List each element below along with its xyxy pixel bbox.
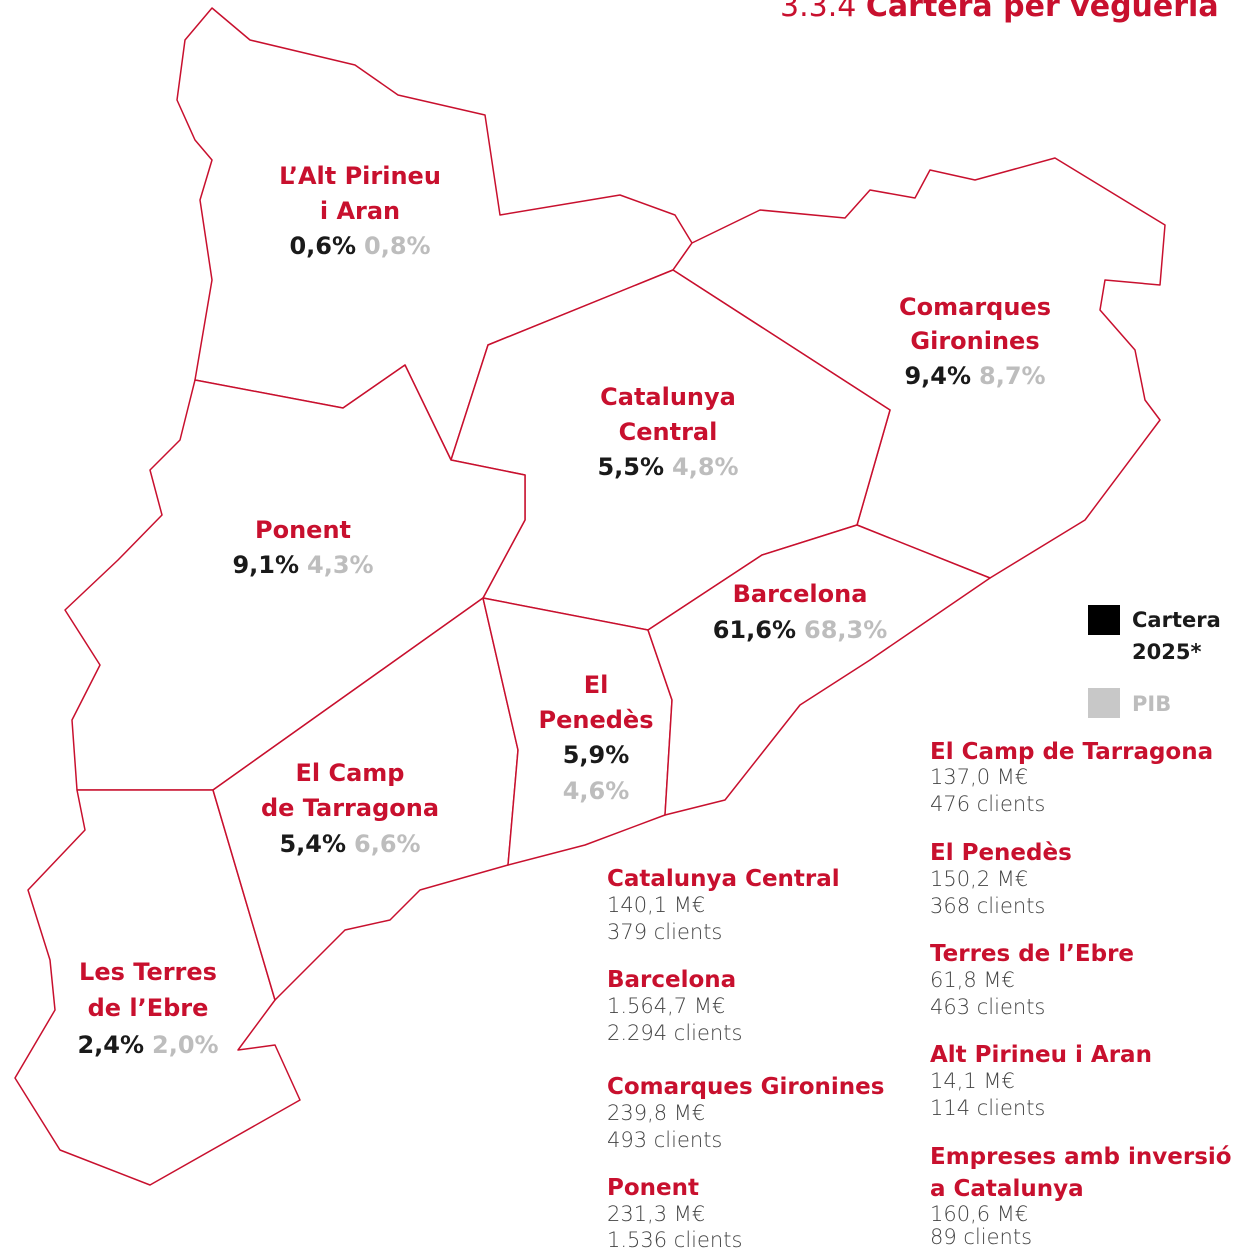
region-shape — [14, 789, 301, 1186]
detail-amount: 231,3 M€ — [607, 1202, 705, 1226]
detail-clients: 114 clients — [930, 1096, 1045, 1120]
cartera: 0,6% — [289, 232, 356, 260]
region-name: i Aran — [320, 197, 400, 225]
detail-name: Ponent — [607, 1175, 699, 1201]
cartera: 9,4% — [904, 362, 971, 390]
detail-amount: 61,8 M€ — [930, 968, 1015, 992]
pib: 2,0% — [152, 1031, 219, 1059]
region-values: 61,6% 68,3% — [713, 616, 888, 644]
details: Catalunya Central 140,1 M€ 379 clients B… — [607, 739, 1232, 1252]
legend-label: Cartera — [1132, 608, 1221, 632]
detail-name: El Penedès — [930, 840, 1072, 866]
detail-amount: 14,1 M€ — [930, 1069, 1015, 1093]
region-name: de Tarragona — [261, 794, 439, 822]
detail-name: Catalunya Central — [607, 866, 840, 892]
detail-amount: 140,1 M€ — [607, 893, 705, 917]
detail-amount: 137,0 M€ — [930, 765, 1028, 789]
title-text: Cartera per vegueria — [866, 0, 1219, 24]
detail-name: Alt Pirineu i Aran — [930, 1042, 1152, 1068]
detail-name: Empreses amb inversió — [930, 1144, 1232, 1170]
title-number: 3.3.4 — [780, 0, 856, 24]
detail-clients: 368 clients — [930, 894, 1045, 918]
detail-name: Terres de l’Ebre — [930, 941, 1134, 967]
cartera: 5,9% — [563, 741, 630, 769]
region-values: 0,6% 0,8% — [289, 232, 430, 260]
region-name: Ponent — [255, 516, 351, 544]
pib: 8,7% — [979, 362, 1046, 390]
pib: 68,3% — [804, 616, 887, 644]
cartera: 5,5% — [597, 453, 664, 481]
detail-clients: 2.294 clients — [607, 1021, 742, 1045]
region-shape — [647, 524, 991, 816]
region-values: 9,4% 8,7% — [904, 362, 1045, 390]
detail-name: El Camp de Tarragona — [930, 739, 1213, 765]
detail-name: Comarques Gironines — [607, 1074, 884, 1100]
legend-swatch — [1088, 605, 1120, 635]
detail-clients: 89 clients — [930, 1225, 1032, 1249]
legend-swatch — [1088, 688, 1120, 718]
cartera: 9,1% — [232, 551, 299, 579]
region-values: 5,4% 6,6% — [279, 830, 420, 858]
region-name: de l’Ebre — [88, 994, 209, 1022]
region-name: Catalunya — [600, 383, 736, 411]
cartera: 61,6% — [713, 616, 796, 644]
legend-label: PIB — [1132, 692, 1171, 716]
region-labels: L’Alt Pirineu i Aran 0,6% 0,8% Comarques … — [77, 162, 1051, 1059]
pib: 4,3% — [307, 551, 374, 579]
region-name: Barcelona — [733, 580, 868, 608]
cartera: 2,4% — [77, 1031, 144, 1059]
region-values: 9,1% 4,3% — [232, 551, 373, 579]
region-name: Comarques — [899, 293, 1051, 321]
detail-clients: 493 clients — [607, 1128, 722, 1152]
cartera: 5,4% — [279, 830, 346, 858]
map — [14, 7, 1166, 1186]
detail-clients: 476 clients — [930, 792, 1045, 816]
region-name: L’Alt Pirineu — [279, 162, 441, 190]
region-name: Penedès — [539, 706, 654, 734]
pib: 6,6% — [354, 830, 421, 858]
region-values: 5,5% 4,8% — [597, 453, 738, 481]
detail-amount: 150,2 M€ — [930, 867, 1028, 891]
region-name: El Camp — [296, 759, 405, 787]
region-name: El — [584, 671, 609, 699]
pib: 4,6% — [563, 777, 630, 805]
detail-name: a Catalunya — [930, 1176, 1084, 1202]
region-name: Gironines — [910, 327, 1039, 355]
legend: Cartera 2025* PIB — [1088, 605, 1221, 718]
legend-label: 2025* — [1132, 640, 1201, 664]
detail-amount: 1.564,7 M€ — [607, 994, 725, 1018]
detail-clients: 1.536 clients — [607, 1228, 742, 1252]
pib: 0,8% — [364, 232, 431, 260]
pib: 4,8% — [672, 453, 739, 481]
detail-clients: 379 clients — [607, 920, 722, 944]
region-name: Central — [619, 418, 718, 446]
region-name: Les Terres — [79, 958, 217, 986]
detail-name: Barcelona — [607, 967, 736, 993]
title: 3.3.4 Cartera per vegueria — [780, 0, 1219, 24]
region-values: 2,4% 2,0% — [77, 1031, 218, 1059]
detail-amount: 239,8 M€ — [607, 1101, 705, 1125]
detail-amount: 160,6 M€ — [930, 1202, 1028, 1226]
detail-clients: 463 clients — [930, 995, 1045, 1019]
